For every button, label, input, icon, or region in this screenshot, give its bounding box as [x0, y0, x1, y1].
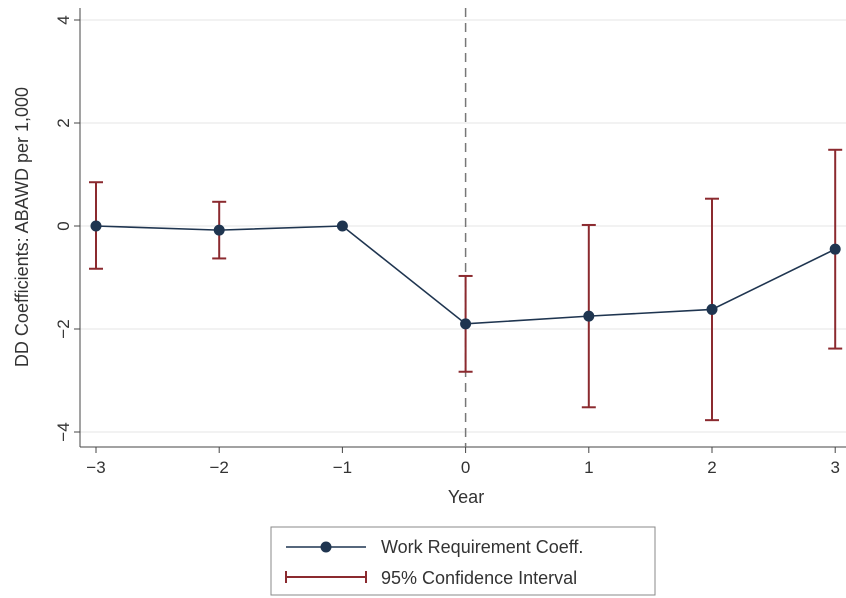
y-tick-label-1: −2 — [54, 319, 73, 338]
x-tick-label-4: 1 — [584, 458, 593, 477]
legend: Work Requirement Coeff. 95% Confidence I… — [270, 526, 656, 596]
coefficient-point-1 — [213, 224, 225, 236]
legend-box — [270, 526, 656, 596]
x-tick-label-5: 2 — [707, 458, 716, 477]
x-tick-label-6: 3 — [830, 458, 839, 477]
y-tick-label-4: 4 — [54, 15, 73, 24]
x-tick-label-3: 0 — [461, 458, 470, 477]
coefficient-point-4 — [583, 310, 595, 322]
coefficient-point-3 — [460, 318, 472, 330]
coefficient-series — [90, 220, 841, 330]
legend-label-coefficient: Work Requirement Coeff. — [381, 537, 583, 557]
x-tick-label-1: −2 — [210, 458, 229, 477]
y-tick-label-0: −4 — [54, 422, 73, 441]
y-axis-title: DD Coefficients: ABAWD per 1,000 — [12, 87, 32, 367]
y-tick-label-2: 0 — [54, 221, 73, 230]
coefficient-point-6 — [829, 243, 841, 255]
legend-swatch-coefficient-marker — [320, 541, 332, 553]
tick-labels: −4 −2 0 2 4 −3 −2 −1 0 1 2 3 — [54, 15, 840, 477]
axes — [74, 8, 846, 453]
y-tick-label-3: 2 — [54, 118, 73, 127]
legend-swatches — [285, 541, 367, 583]
coefficient-point-2 — [336, 220, 348, 232]
x-tick-label-2: −1 — [333, 458, 352, 477]
legend-label-confidence-interval: 95% Confidence Interval — [381, 568, 577, 588]
coefficient-point-0 — [90, 220, 102, 232]
gridlines — [80, 19, 846, 433]
coefficient-point-5 — [706, 303, 718, 315]
x-tick-label-0: −3 — [86, 458, 105, 477]
x-axis-title: Year — [448, 487, 484, 507]
